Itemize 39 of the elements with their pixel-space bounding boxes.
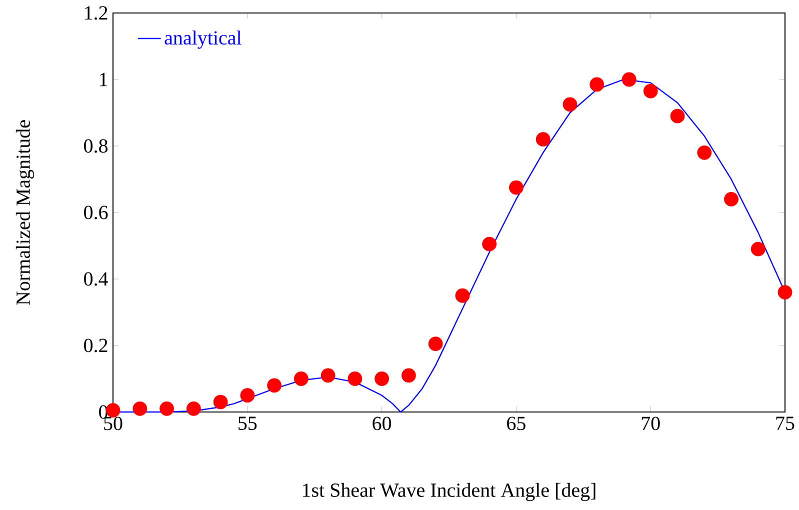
point (240, 388, 255, 403)
point (750, 242, 766, 256)
y-tick-label: 0.8 (84, 139, 108, 153)
point (643, 84, 658, 98)
point (320, 368, 336, 383)
x-tick-label: 65 (507, 416, 526, 430)
point (590, 77, 604, 92)
x-tick-label: 75 (776, 416, 794, 430)
point (267, 378, 282, 393)
point (374, 372, 390, 386)
point (132, 401, 148, 416)
point (482, 236, 497, 252)
x-tick-label: 50 (104, 416, 122, 430)
x-tick-label: 55 (238, 416, 257, 430)
point (455, 288, 470, 303)
y-tick-label: 0.2 (84, 338, 108, 352)
point (562, 97, 578, 112)
point (509, 180, 524, 195)
point (670, 108, 685, 124)
y-axis-title: Normalized Magnitude (16, 120, 34, 305)
point (697, 145, 712, 160)
legend-label: analytical (164, 30, 242, 49)
point (428, 336, 443, 352)
x-tick-label: 70 (642, 416, 660, 430)
point (622, 72, 636, 87)
point (536, 132, 550, 147)
point (213, 394, 228, 410)
point (186, 401, 201, 416)
y-tick-label: 1 (100, 72, 108, 86)
point (401, 368, 416, 383)
y-tick-label: 1.2 (85, 6, 108, 20)
point (294, 372, 308, 386)
point (348, 372, 362, 386)
point (160, 401, 174, 416)
y-tick-label: 0.6 (84, 206, 108, 220)
y-tick-label: 0.4 (84, 272, 108, 286)
x-tick-label: 60 (372, 416, 392, 430)
x-axis-title: 1st Shear Wave Incident Angle [deg] (303, 482, 596, 502)
point (724, 192, 738, 206)
